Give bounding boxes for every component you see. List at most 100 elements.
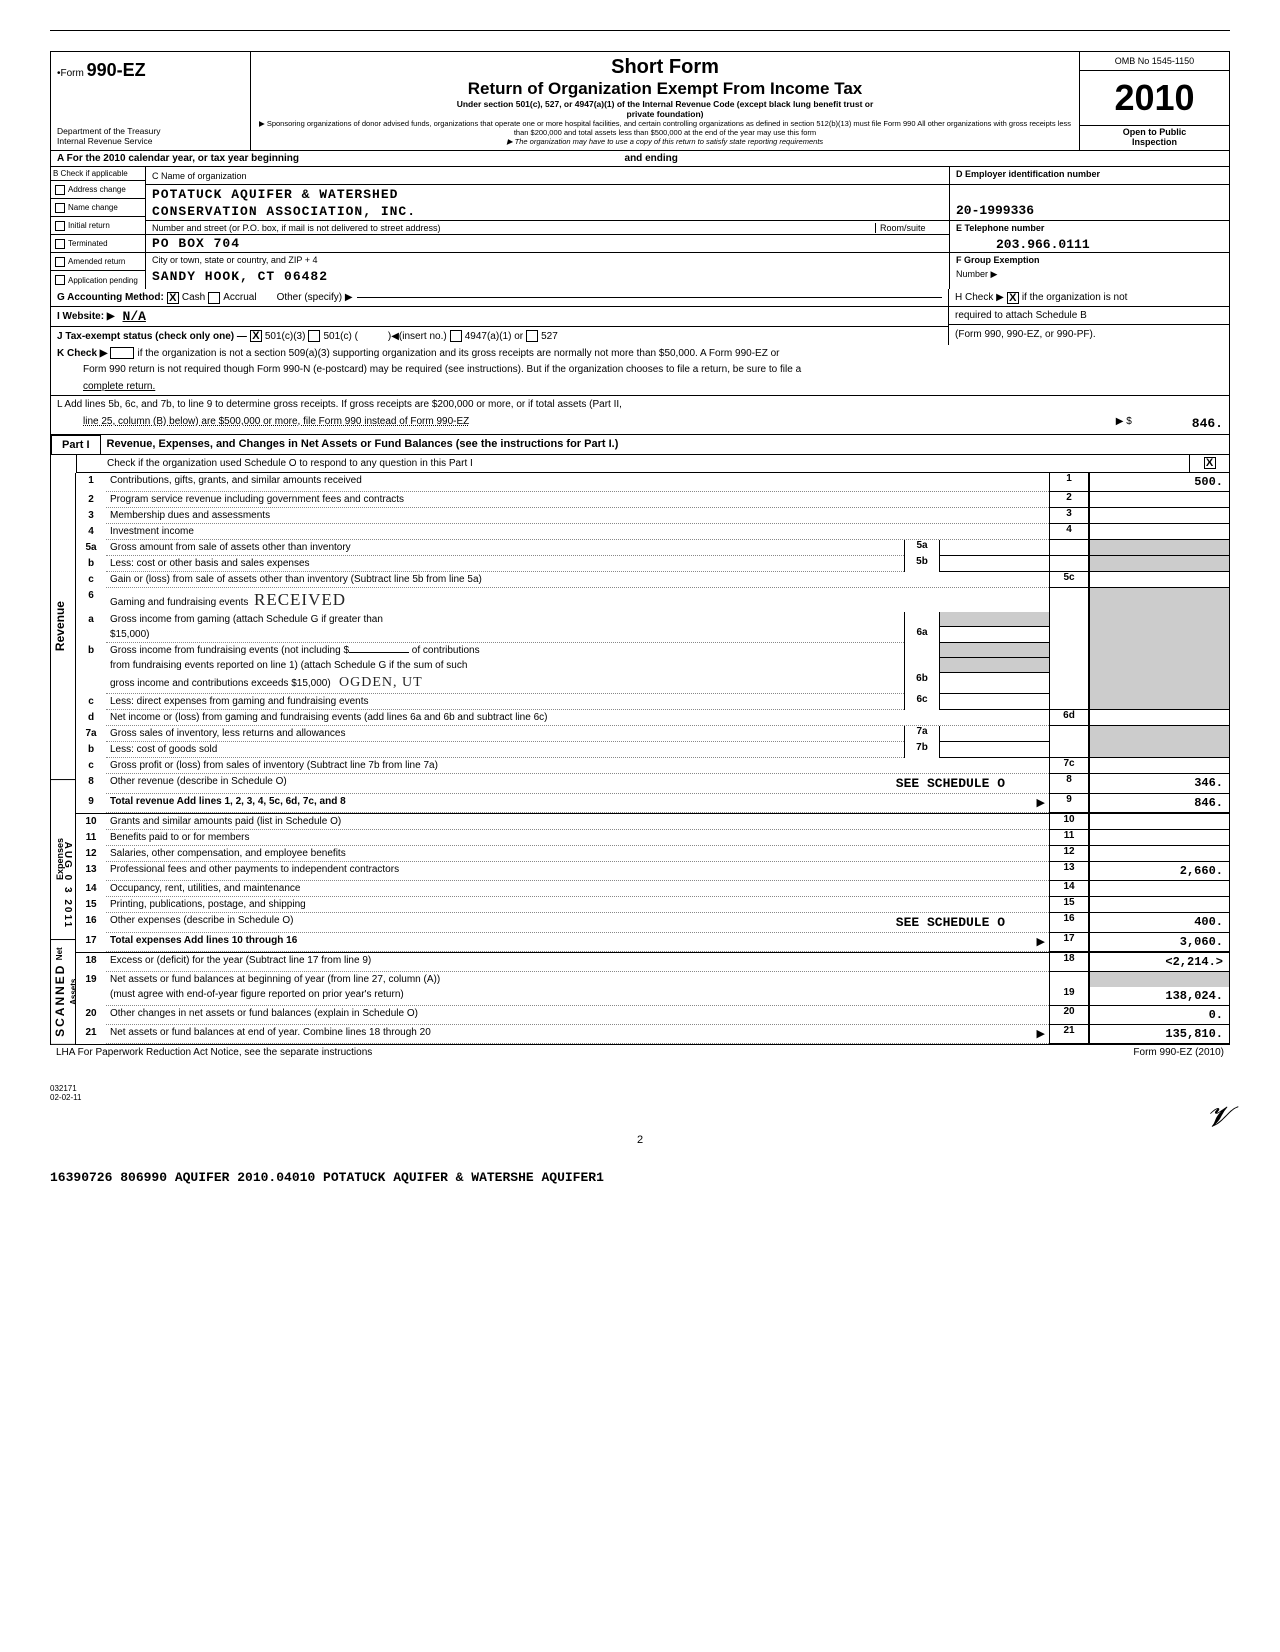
row-l-val: 846. (1192, 416, 1223, 431)
ln3-num: 3 (76, 508, 106, 524)
ln10-num: 10 (76, 814, 106, 830)
form-title-cell: Short Form Return of Organization Exempt… (251, 52, 1079, 150)
h-text3: (Form 990, 990-EZ, or 990-PF). (955, 329, 1096, 340)
lines-container: Revenue AUG 0 3 2011 Expenses SCANNED Ne… (50, 473, 1230, 1045)
header-right: OMB No 1545-1150 2010 Open to Public Ins… (1079, 52, 1229, 150)
initials: 𝓥 (50, 1102, 1230, 1134)
check-address-change[interactable]: Address change (51, 181, 145, 199)
row-j: J Tax-exempt status (check only one) — X… (51, 327, 948, 345)
insert-no: )◀(insert no.) (388, 331, 447, 342)
ln12-val (1089, 846, 1229, 862)
return-title: Return of Organization Exempt From Incom… (257, 79, 1073, 99)
ln8-num: 8 (76, 774, 106, 794)
part-1-title: Revenue, Expenses, and Changes in Net As… (101, 435, 1229, 455)
other-specify: Other (specify) ▶ (277, 292, 353, 303)
ln6a-desc1: Gross income from gaming (attach Schedul… (106, 612, 904, 627)
ln4-num: 4 (76, 524, 106, 540)
ln5b-desc: Less: cost or other basis and sales expe… (106, 556, 904, 572)
accrual-checkbox[interactable] (208, 292, 220, 304)
ln3-box: 3 (1049, 508, 1089, 524)
check-amended[interactable]: Amended return (51, 253, 145, 271)
form-990ez: 990-EZ (87, 60, 146, 80)
501c3-checkbox[interactable]: X (250, 330, 262, 342)
b-header: B Check if applicable (51, 167, 145, 181)
tax-year: 2010 (1080, 71, 1229, 125)
4947-label: 4947(a)(1) or (465, 331, 523, 342)
ln5c-desc: Gain or (loss) from sale of assets other… (106, 572, 1049, 588)
omb-number: OMB No 1545-1150 (1080, 52, 1229, 71)
row-k-2: Form 990 return is not required though F… (50, 361, 1230, 378)
501c3-label: 501(c)(3) (265, 331, 306, 342)
ln6c-num: c (76, 694, 106, 710)
part-1-header: Part I Revenue, Expenses, and Changes in… (50, 435, 1230, 455)
ln6-num: 6 (76, 588, 106, 612)
row-h-1: H Check ▶ X if the organization is not (949, 289, 1229, 307)
short-form-title: Short Form (257, 56, 1073, 79)
h-text: if the organization is not (1022, 292, 1128, 303)
col-b: B Check if applicable Address change Nam… (51, 167, 146, 289)
ln14-box: 14 (1049, 881, 1089, 897)
sponsor-text: ▶ Sponsoring organizations of donor advi… (257, 119, 1073, 137)
ln21-box: 21 (1049, 1025, 1089, 1044)
irs: Internal Revenue Service (57, 136, 244, 146)
ln17-desc: Total expenses Add lines 10 through 16 (110, 935, 297, 946)
c-name-label: C Name of organization (152, 171, 247, 181)
website-label: I Website: ▶ (57, 311, 115, 322)
ln10-val (1089, 814, 1229, 830)
dept-treasury: Department of the Treasury (57, 126, 244, 136)
4947-checkbox[interactable] (450, 330, 462, 342)
ln3-desc: Membership dues and assessments (106, 508, 1049, 524)
row-h-2: required to attach Schedule B (949, 307, 1229, 325)
h-checkbox[interactable]: X (1007, 292, 1019, 304)
ln16-desc: Other expenses (describe in Schedule O) (110, 915, 293, 926)
501c-checkbox[interactable] (308, 330, 320, 342)
check-initial-return[interactable]: Initial return (51, 217, 145, 235)
ln5a-desc: Gross amount from sale of assets other t… (106, 540, 904, 556)
cash-label: Cash (182, 292, 205, 303)
room-label: Room/suite (875, 223, 935, 233)
ln6b-desc4: gross income and contributions exceeds $… (110, 678, 331, 689)
cash-checkbox[interactable]: X (167, 292, 179, 304)
ln13-num: 13 (76, 862, 106, 881)
subtitle-1: Under section 501(c), 527, or 4947(a)(1)… (257, 99, 1073, 109)
row-k-3: complete return. (50, 378, 1230, 396)
page-number: 2 (50, 1134, 1230, 1146)
ln19-box: 19 (1049, 987, 1089, 1006)
ln18-num: 18 (76, 953, 106, 972)
form-number-cell: •Form 990-EZ Department of the Treasury … (51, 52, 251, 150)
h-check-label: H Check ▶ (955, 292, 1004, 303)
check-terminated[interactable]: Terminated (51, 235, 145, 253)
ln7c-desc: Gross profit or (loss) from sales of inv… (106, 758, 1049, 774)
ln13-val: 2,660. (1089, 862, 1229, 881)
scanned-stamp: SCANNED (53, 963, 67, 1036)
ln9-val: 846. (1089, 794, 1229, 813)
ln18-desc: Excess or (deficit) for the year (Subtra… (106, 953, 1049, 972)
ln8-box: 8 (1049, 774, 1089, 794)
city-val: SANDY HOOK, CT 06482 (152, 269, 328, 284)
ln19-desc2: (must agree with end-of-year figure repo… (106, 987, 1049, 1006)
ln9-arrow: ▶ (1037, 796, 1045, 809)
ln5c-box: 5c (1049, 572, 1089, 588)
received-stamp: RECEIVED (254, 590, 346, 609)
check-o-box[interactable]: X (1204, 457, 1216, 469)
ln21-num: 21 (76, 1025, 106, 1044)
ln6c-sb: 6c (904, 694, 939, 710)
ln20-val: 0. (1089, 1006, 1229, 1025)
check-name-change[interactable]: Name change (51, 199, 145, 217)
section-gij: G Accounting Method: X Cash Accrual Othe… (50, 289, 1230, 345)
ln6b-desc2: of contributions (412, 645, 480, 656)
ln14-desc: Occupancy, rent, utilities, and maintena… (106, 881, 1049, 897)
row-a-label: A For the 2010 calendar year, or tax yea… (57, 153, 299, 164)
ln13-desc: Professional fees and other payments to … (106, 862, 1049, 881)
ln6d-box: 6d (1049, 710, 1089, 726)
h-text2: required to attach Schedule B (955, 310, 1087, 321)
ln19-desc1: Net assets or fund balances at beginning… (106, 972, 1049, 987)
ln15-desc: Printing, publications, postage, and shi… (106, 897, 1049, 913)
ln21-val: 135,810. (1089, 1025, 1229, 1044)
ln6a-sb: 6a (904, 627, 939, 643)
ln17-box: 17 (1049, 933, 1089, 952)
check-app-pending[interactable]: Application pending (51, 271, 145, 289)
k-checkbox[interactable] (110, 347, 134, 359)
row-a: A For the 2010 calendar year, or tax yea… (50, 151, 1230, 167)
527-checkbox[interactable] (526, 330, 538, 342)
